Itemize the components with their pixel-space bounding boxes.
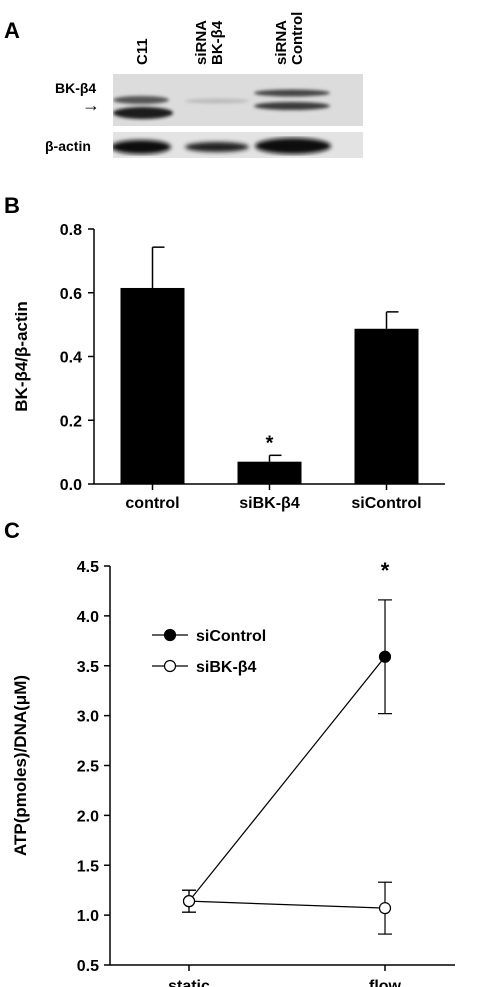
band-actin-c11 [113,140,171,154]
band-c11-upper [113,96,169,104]
bar-2 [354,328,419,484]
lane-label-sirna-bk-2: BK-β4 [209,20,226,65]
lane-label-sirna-control: siRNA [273,20,290,65]
blot-lane-labels: C11 siRNA BK-β4 siRNA Control [134,12,306,65]
y-tick-label: 3.5 [77,659,99,676]
x-tick-label: flow [369,978,402,987]
x-tick-label: siControl [351,495,421,512]
x-tick-label: control [125,495,179,512]
band-sicontrol-upper [254,89,330,97]
band-actin-sibk [185,142,249,152]
band-c11-lower [113,107,173,119]
band-sibk-upper [185,98,249,104]
lane-label-sirna-control-2: Control [289,12,306,65]
legend-marker [163,628,177,642]
y-tick-label: 0.5 [77,958,99,975]
point [378,902,392,915]
x-tick-label: static [168,978,210,987]
significance-marker: * [266,432,274,454]
band-sicontrol-lower [254,102,330,110]
panel-c-letter: C [4,518,20,543]
row-label-bk-b4: BK-β4 [55,80,97,96]
y-tick-label: 1.5 [77,858,99,875]
x-tick-label: siBK-β4 [239,495,300,512]
y-tick-label: 0.2 [60,413,82,430]
y-tick-label: 0.6 [60,286,82,303]
y-tick-label: 0.8 [60,222,82,239]
line-chart: 0.5 1.0 1.5 2.0 2.5 3.0 3.5 4.0 4.5 static flow * si… [11,558,455,987]
y-tick-label: 0.0 [60,477,82,494]
significance-marker: * [381,558,390,583]
arrow-marker: → [82,95,100,115]
y-tick-label: 4.0 [77,609,99,626]
y-tick-label: 4.5 [77,559,99,576]
y-axis-label: ATP(pmoles)/DNA(μM) [11,675,30,856]
legend-marker [163,659,177,673]
series-line-0 [188,656,386,902]
bar-1 [237,461,302,484]
point [378,650,392,663]
lane-label-sirna-bk: siRNA [193,20,210,65]
blot-image [113,74,363,158]
panel-a-letter: A [4,18,20,43]
y-axis-label: BK-β4/β-actin [12,301,31,411]
panel-b-letter: B [4,193,20,218]
series-line-1 [188,900,386,909]
y-tick-label: 0.4 [60,350,82,367]
y-tick-label: 1.0 [77,908,99,925]
bar-chart: 0.0 0.2 0.4 0.6 0.8 control siBK-β4 * siControl B… [12,222,445,512]
bar-0 [120,287,185,484]
y-tick-label: 2.5 [77,759,99,776]
lane-label-c11: C11 [134,38,151,65]
legend-label: siControl [196,628,266,645]
legend-label: siBK-β4 [196,659,257,676]
band-actin-sicontrol [255,138,331,154]
point [182,895,196,908]
y-tick-label: 3.0 [77,709,99,726]
y-tick-label: 2.0 [77,808,99,825]
row-label-b-actin: β-actin [45,138,91,154]
